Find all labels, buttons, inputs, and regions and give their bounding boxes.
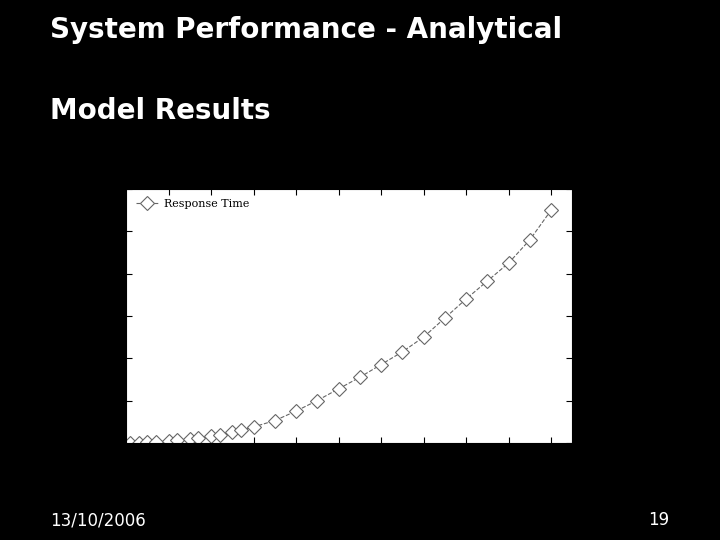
Text: System Performance - Analytical: System Performance - Analytical	[50, 16, 562, 44]
Response Time	[483, 278, 492, 284]
Response Time	[126, 440, 135, 446]
Response Time	[419, 334, 428, 340]
Response Time	[546, 207, 555, 213]
Response Time	[228, 429, 237, 435]
Response Time	[194, 435, 202, 441]
Response Time	[526, 237, 534, 243]
Text: Model Results: Model Results	[50, 97, 271, 125]
Response Time	[398, 349, 407, 355]
Response Time	[151, 438, 160, 445]
Response Time	[236, 427, 245, 433]
Response Time	[334, 386, 343, 392]
Response Time	[135, 440, 143, 446]
Text: 13/10/2006: 13/10/2006	[50, 511, 146, 529]
Response Time	[356, 374, 364, 381]
Response Time	[186, 436, 194, 442]
Response Time	[215, 431, 224, 438]
Response Time	[143, 439, 152, 446]
Response Time	[504, 260, 513, 266]
Response Time	[462, 296, 470, 302]
Response Time	[377, 361, 385, 368]
Text: 19: 19	[649, 511, 670, 529]
Response Time	[164, 438, 173, 444]
Legend: Response Time: Response Time	[132, 194, 253, 213]
Line: Response Time: Response Time	[125, 205, 556, 448]
Response Time	[173, 437, 181, 443]
Response Time	[313, 397, 322, 404]
Response Time	[249, 424, 258, 430]
Response Time	[207, 433, 215, 440]
X-axis label: Number of rules in Rule Base: Number of rules in Rule Base	[245, 466, 454, 480]
Response Time	[292, 408, 300, 414]
Y-axis label: Update Response Time (sec): Update Response Time (sec)	[85, 215, 99, 417]
Response Time	[441, 315, 449, 321]
Response Time	[271, 417, 279, 424]
